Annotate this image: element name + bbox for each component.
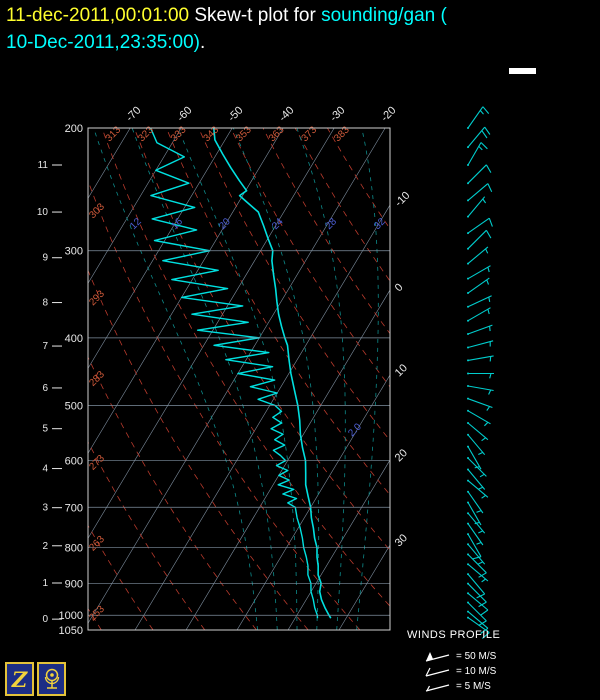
svg-text:313: 313 (104, 124, 124, 144)
page-title: 11-dec-2011,00:01:00 Skew-t plot for sou… (6, 2, 596, 56)
svg-text:800: 800 (65, 543, 83, 555)
svg-text:5: 5 (42, 424, 48, 435)
svg-text:700: 700 (65, 502, 83, 514)
svg-text:1050: 1050 (59, 625, 83, 637)
title-text: Skew-t plot for (189, 5, 322, 26)
title-obs-time: 10-Dec-2011,23:35:00) (6, 32, 200, 53)
svg-text:30: 30 (393, 532, 410, 549)
svg-text:7: 7 (42, 341, 48, 352)
svg-text:343: 343 (202, 124, 222, 144)
svg-text:20: 20 (217, 216, 233, 232)
wind-legend: = 50 M/S = 10 M/S = 5 M/S (423, 649, 496, 694)
svg-text:2.0: 2.0 (346, 421, 364, 439)
title-period: . (200, 32, 206, 53)
legend-label: = 5 M/S (456, 681, 491, 692)
svg-text:1: 1 (42, 578, 48, 589)
svg-text:1000: 1000 (59, 610, 83, 622)
svg-text:28: 28 (323, 216, 339, 232)
legend-item-5ms: = 5 M/S (423, 679, 496, 694)
legend-item-10ms: = 10 M/S (423, 664, 496, 679)
legend-label: = 10 M/S (456, 666, 497, 677)
title-timestamp: 11-dec-2011,00:01:00 (6, 5, 190, 26)
wind-barb-5-icon (425, 683, 450, 692)
svg-text:333: 333 (169, 124, 189, 144)
radiosonde-icon (44, 668, 59, 689)
svg-text:263: 263 (87, 534, 107, 554)
zoom-button[interactable]: Z (5, 662, 34, 696)
svg-text:8: 8 (42, 298, 48, 309)
svg-text:4: 4 (42, 464, 48, 475)
svg-text:-20: -20 (379, 104, 399, 124)
svg-text:-60: -60 (175, 104, 195, 124)
svg-text:20: 20 (393, 447, 410, 464)
svg-text:373: 373 (300, 124, 320, 144)
svg-text:-30: -30 (328, 104, 348, 124)
svg-text:0: 0 (393, 281, 406, 294)
svg-text:283: 283 (87, 369, 107, 389)
svg-text:-40: -40 (277, 104, 297, 124)
winds-profile-title: WINDS PROFILE (407, 629, 501, 641)
svg-text:2: 2 (42, 541, 48, 552)
legend-item-50ms: = 50 M/S (423, 649, 496, 664)
svg-text:600: 600 (65, 456, 83, 468)
svg-text:11: 11 (38, 160, 49, 171)
svg-text:9: 9 (42, 253, 48, 264)
svg-text:300: 300 (65, 246, 83, 258)
svg-text:-50: -50 (226, 104, 246, 124)
wind-barb-50-icon (425, 651, 450, 662)
svg-text:253: 253 (87, 603, 107, 623)
svg-text:200: 200 (65, 123, 83, 135)
svg-text:24: 24 (270, 216, 286, 232)
svg-text:353: 353 (234, 124, 254, 144)
svg-text:293: 293 (87, 288, 107, 308)
svg-text:323: 323 (136, 124, 156, 144)
svg-text:0: 0 (42, 614, 48, 625)
zoom-button-label: Z (11, 666, 28, 692)
title-station: sounding/gan ( (321, 5, 447, 26)
svg-text:16: 16 (169, 216, 185, 232)
window-artifact (509, 68, 536, 74)
legend-label: = 50 M/S (456, 651, 497, 662)
svg-text:3: 3 (42, 503, 48, 514)
svg-text:400: 400 (65, 333, 83, 345)
svg-text:10: 10 (393, 362, 410, 379)
svg-text:-10: -10 (393, 190, 413, 210)
svg-text:10: 10 (37, 207, 49, 218)
svg-text:32: 32 (372, 216, 388, 232)
svg-text:273: 273 (87, 453, 107, 473)
svg-text:12: 12 (128, 216, 144, 232)
svg-text:500: 500 (65, 400, 83, 412)
svg-text:303: 303 (87, 201, 107, 221)
svg-text:900: 900 (65, 578, 83, 590)
radiosonde-button[interactable] (37, 662, 66, 696)
svg-text:-70: -70 (124, 104, 144, 124)
svg-text:6: 6 (42, 383, 48, 394)
toolbar: Z (5, 662, 66, 696)
wind-barb-10-icon (425, 667, 450, 677)
svg-text:363: 363 (267, 124, 287, 144)
